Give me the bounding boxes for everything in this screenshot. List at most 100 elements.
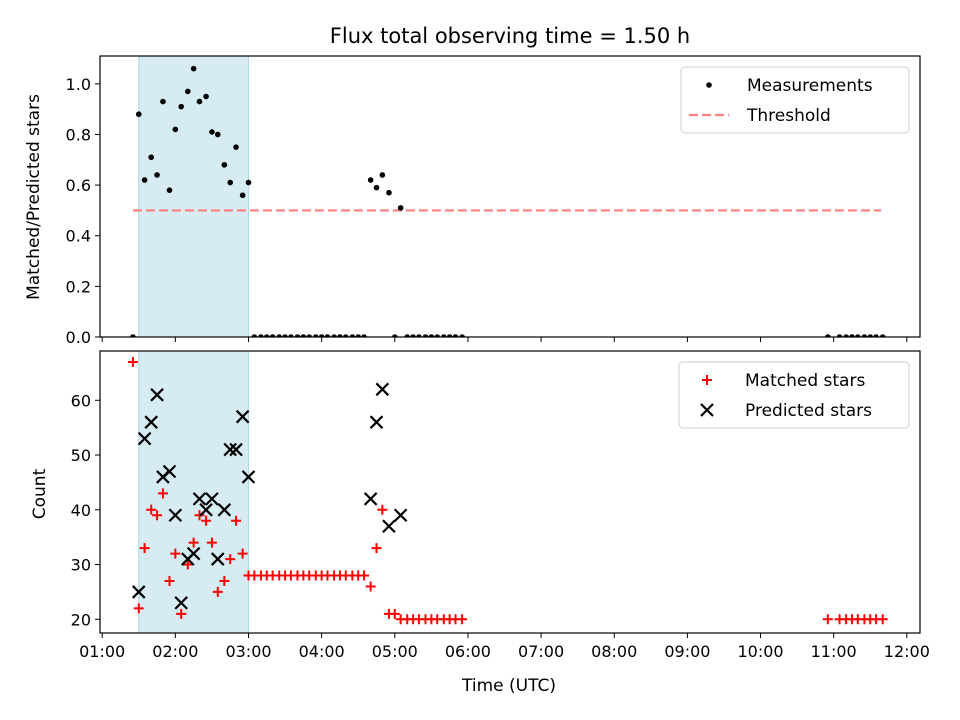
measurement-point bbox=[166, 187, 173, 193]
legend-label: Predicted stars bbox=[745, 401, 872, 421]
measurement-point bbox=[172, 126, 179, 133]
predicted-star-point bbox=[150, 388, 164, 402]
x-tick-label: 12:00 bbox=[884, 642, 930, 661]
measurement-point bbox=[367, 177, 374, 183]
matched-star-point bbox=[225, 554, 236, 565]
predicted-star-point bbox=[375, 382, 390, 397]
predicted-star-point bbox=[168, 508, 183, 523]
measurement-point bbox=[386, 189, 392, 196]
measurement-point bbox=[282, 334, 288, 337]
predicted-star-point bbox=[369, 415, 384, 429]
predicted-star-point bbox=[162, 464, 177, 479]
x-axis-label: Time (UTC) bbox=[461, 676, 556, 696]
measurement-point bbox=[288, 334, 294, 337]
legend-predicted-marker bbox=[700, 403, 714, 417]
predicted-star-point bbox=[131, 585, 146, 599]
predicted-star-point bbox=[205, 492, 219, 506]
predicted-star-point bbox=[235, 409, 250, 424]
measurement-point bbox=[245, 179, 252, 186]
measurement-point bbox=[209, 129, 215, 135]
matched-star-point bbox=[457, 614, 468, 625]
measurement-point bbox=[825, 334, 831, 337]
measurement-point bbox=[441, 334, 447, 337]
matched-star-point bbox=[206, 537, 217, 548]
y-tick-label: 1.0 bbox=[66, 75, 91, 94]
matched-star-point bbox=[201, 515, 212, 526]
measurement-point bbox=[855, 334, 861, 337]
legend-matched-marker bbox=[702, 375, 712, 385]
matched-star-point bbox=[157, 488, 168, 499]
measurement-point bbox=[312, 334, 319, 337]
measurement-point bbox=[331, 334, 337, 337]
predicted-star-point bbox=[393, 508, 408, 523]
measurement-point bbox=[318, 334, 325, 337]
measurement-point bbox=[178, 103, 184, 110]
measurement-point bbox=[306, 334, 313, 337]
measurement-point bbox=[239, 192, 246, 199]
predicted-star-point bbox=[174, 596, 188, 610]
legend-label: Measurements bbox=[747, 76, 873, 96]
y-tick-label: 40 bbox=[71, 501, 91, 520]
predicted-star-point bbox=[217, 503, 232, 517]
matched-star-point bbox=[377, 504, 388, 515]
matched-star-point bbox=[164, 575, 175, 586]
measurement-point bbox=[422, 334, 429, 337]
x-tick-label: 06:00 bbox=[445, 642, 491, 661]
x-tick-label: 02:00 bbox=[152, 642, 198, 661]
shaded-interval-bottom bbox=[138, 351, 249, 633]
measurement-point bbox=[867, 334, 874, 337]
x-tick-label: 07:00 bbox=[518, 642, 564, 661]
measurement-point bbox=[160, 98, 166, 105]
measurement-point bbox=[361, 334, 367, 337]
measurement-point bbox=[428, 334, 435, 337]
matched-star-point bbox=[359, 570, 370, 581]
matched-star-point bbox=[877, 614, 888, 625]
measurement-point bbox=[141, 177, 148, 183]
measurement-point bbox=[391, 334, 398, 337]
measurement-point bbox=[349, 334, 356, 337]
measurement-point bbox=[416, 334, 422, 337]
matched-star-point bbox=[219, 575, 230, 586]
predicted-star-point bbox=[363, 492, 378, 506]
matched-star-point bbox=[237, 548, 248, 559]
x-tick-label: 01:00 bbox=[79, 642, 125, 661]
predicted-star-point bbox=[223, 442, 237, 457]
measurement-point bbox=[294, 334, 301, 337]
matched-star-point bbox=[231, 515, 242, 526]
plot-layer: 0.0 0.2 0.4 0.6 0.8 1.0 Measurements Threshold 2… bbox=[66, 55, 930, 661]
matched-star-point bbox=[188, 537, 199, 548]
y-tick-label: 20 bbox=[71, 610, 91, 629]
top-plot-area bbox=[130, 56, 886, 337]
measurement-point bbox=[342, 334, 349, 337]
measurement-point bbox=[233, 144, 239, 150]
bottom-axes-frame bbox=[99, 350, 921, 634]
measurement-point bbox=[373, 184, 380, 191]
measurement-point bbox=[196, 98, 203, 105]
matched-star-point bbox=[127, 356, 138, 367]
x-tick-label: 05:00 bbox=[372, 642, 418, 661]
top-y-axis-label: Matched/Predicted stars bbox=[24, 94, 44, 300]
measurement-point bbox=[324, 334, 331, 337]
y-tick-label: 0.4 bbox=[66, 227, 91, 246]
y-tick-label: 30 bbox=[71, 556, 91, 575]
matched-star-point bbox=[389, 608, 400, 619]
matched-star-point bbox=[152, 510, 163, 521]
measurement-point bbox=[214, 131, 221, 138]
matched-star-point bbox=[146, 504, 157, 515]
predicted-star-point bbox=[199, 503, 213, 517]
measurement-point bbox=[434, 334, 441, 337]
predicted-star-point bbox=[382, 519, 396, 534]
measurement-point bbox=[397, 205, 404, 211]
y-tick-label: 60 bbox=[71, 391, 91, 410]
matched-star-point bbox=[371, 543, 382, 554]
predicted-star-point bbox=[192, 492, 207, 506]
measurement-point bbox=[337, 334, 343, 337]
measurement-point bbox=[148, 154, 155, 161]
x-tick-label: 03:00 bbox=[225, 642, 271, 661]
chart-title: Flux total observing time = 1.50 h bbox=[330, 24, 690, 48]
y-tick-label: 0.2 bbox=[66, 277, 91, 296]
measurement-point bbox=[879, 334, 886, 337]
measurement-point bbox=[300, 334, 307, 337]
measurement-point bbox=[263, 334, 270, 337]
